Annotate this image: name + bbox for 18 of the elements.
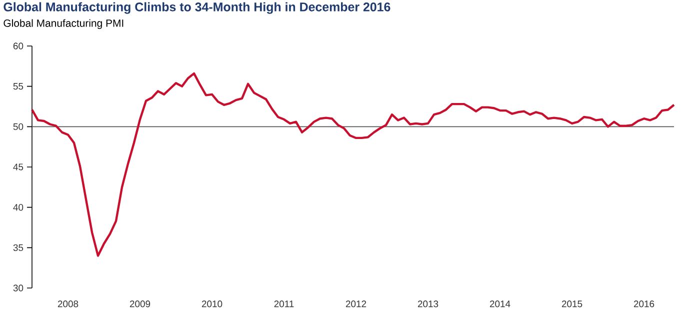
x-tick-label: 2013: [418, 300, 438, 308]
y-tick-label: 55: [13, 83, 24, 90]
y-tick-label: 35: [13, 244, 24, 252]
y-tick-label: 50: [13, 123, 24, 130]
y-tick-label: 40: [13, 204, 24, 211]
y-tick-label: 60: [13, 42, 24, 50]
x-tick-label: 2010: [202, 300, 222, 308]
y-tick-label: 30: [13, 284, 24, 292]
chart-title: Global Manufacturing Climbs to 34-Month High in December 2016: [4, 2, 390, 14]
x-tick-label: 2015: [562, 300, 582, 308]
x-tick-label: 2014: [490, 300, 510, 308]
x-tick-label: 2008: [58, 300, 78, 308]
x-tick-label: 2009: [130, 300, 150, 308]
x-tick-label: 2016: [634, 300, 654, 308]
y-tick-label: 45: [13, 164, 24, 170]
chart-subtitle: Global Manufacturing PMI: [4, 19, 124, 29]
x-tick-label: 2012: [346, 300, 366, 308]
x-tick-label: 2011: [274, 300, 294, 308]
